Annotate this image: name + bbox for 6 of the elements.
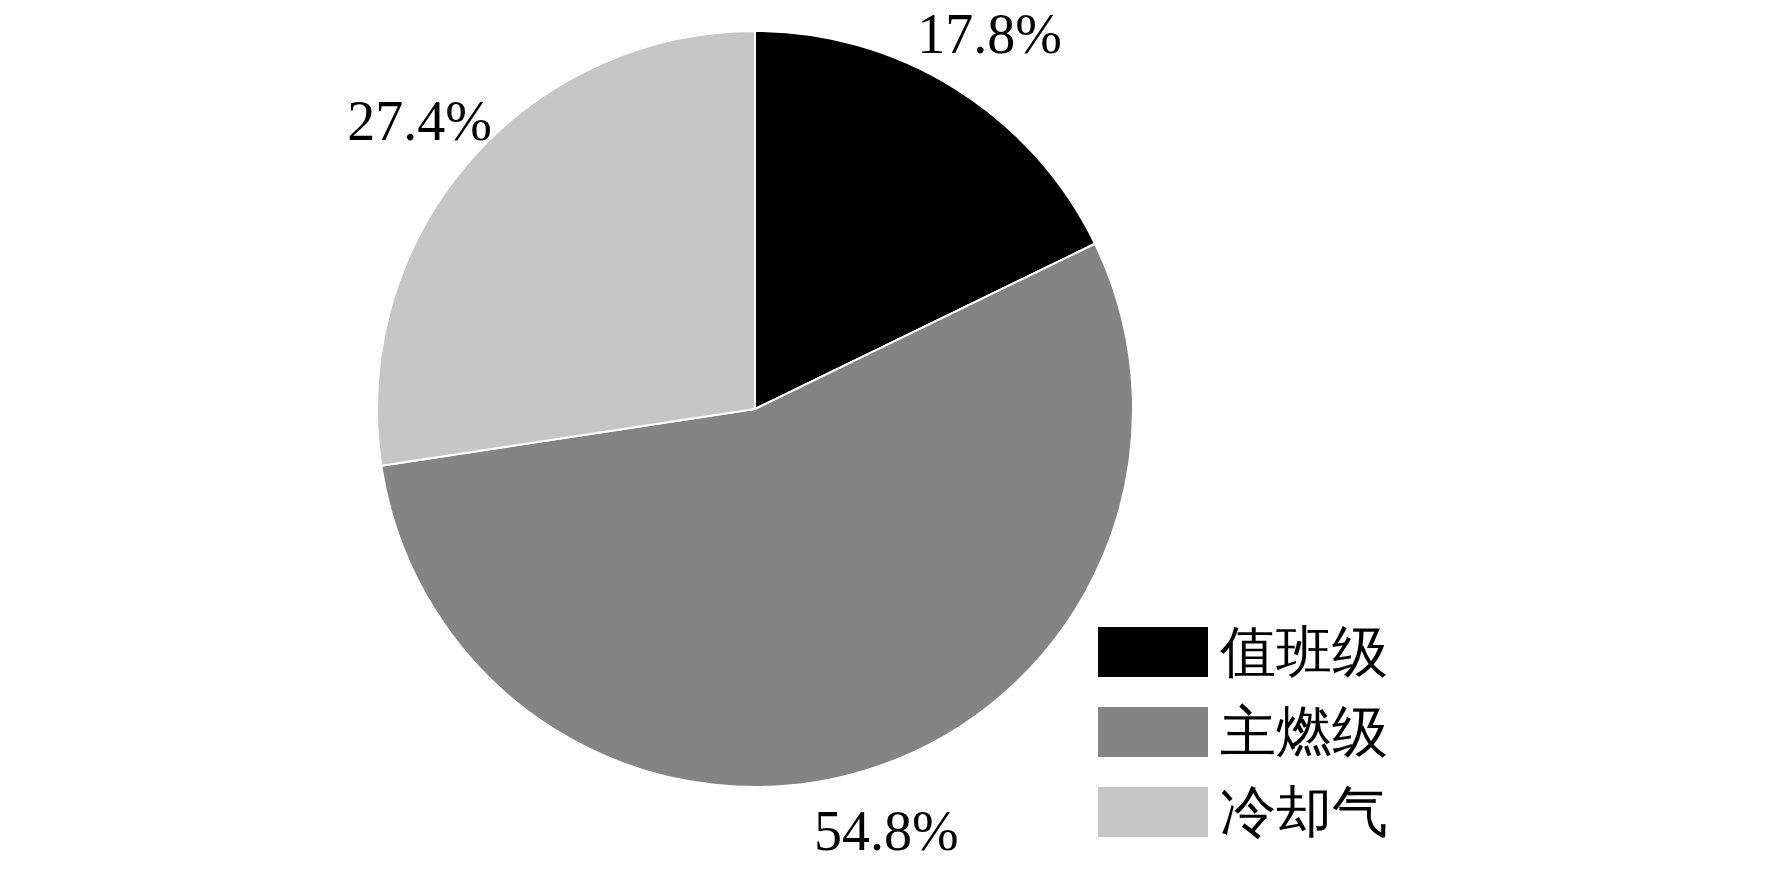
data-label: 54.8% <box>814 800 959 863</box>
legend-label: 主燃级 <box>1220 701 1388 763</box>
legend-label: 值班级 <box>1220 621 1388 683</box>
data-label: 17.8% <box>917 3 1062 66</box>
legend-label: 冷却气 <box>1220 781 1388 843</box>
data-label: 27.4% <box>347 89 492 152</box>
